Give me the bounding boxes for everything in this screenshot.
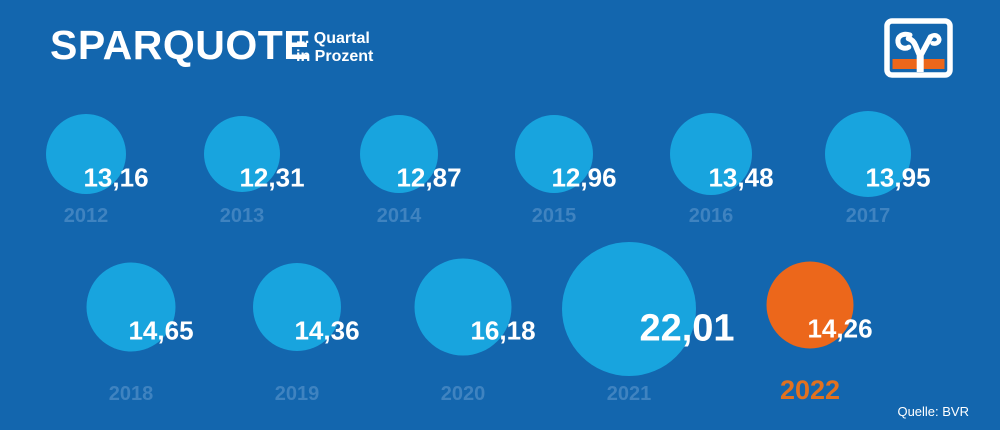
year-label-2017: 2017: [845, 205, 891, 227]
bubble-2013: [204, 116, 280, 192]
bubble-value-2018: 14,65: [128, 315, 194, 346]
bubble-2015: [515, 115, 593, 193]
bubble-value-2016: 13,48: [708, 162, 774, 193]
source-label: Quelle: BVR: [897, 404, 969, 419]
year-label-2016: 2016: [688, 205, 734, 227]
year-label-2018: 2018: [108, 383, 154, 405]
bubble-2021: [562, 242, 696, 376]
year-label-2019: 2019: [274, 383, 320, 405]
bubble-value-2012: 13,16: [83, 162, 149, 193]
page-title: SPARQUOTE: [50, 22, 312, 68]
bubble-2022-highlight: [766, 261, 854, 349]
year-label-2022: 2022: [779, 375, 841, 405]
chart-subtitle: 1. Quartal in Prozent: [296, 30, 373, 66]
year-label-2020: 2020: [440, 383, 486, 405]
year-label-2015: 2015: [531, 205, 577, 227]
bubble-value-2020: 16,18: [470, 315, 536, 346]
bubble-2017: [825, 111, 911, 197]
bubble-value-2015: 12,96: [551, 162, 617, 193]
bubble-2019: [253, 263, 341, 351]
bubble-value-2019: 14,36: [294, 315, 360, 346]
year-label-2013: 2013: [219, 205, 265, 227]
bubble-value-2014: 12,87: [396, 162, 462, 193]
bubble-2020: [414, 258, 512, 356]
bubble-value-2021: 22,01: [639, 307, 735, 350]
subtitle-line-1: 1. Quartal: [296, 30, 370, 47]
bubble-2016: [670, 113, 752, 195]
year-label-2021: 2021: [606, 383, 652, 405]
bubble-2018: [86, 262, 176, 352]
bubble-value-2017: 13,95: [865, 162, 931, 193]
bubble-value-2013: 12,31: [239, 162, 305, 193]
bubble-2014: [360, 115, 438, 193]
year-label-2014: 2014: [376, 205, 422, 227]
bubble-value-2022: 14,26: [807, 313, 873, 344]
year-label-2012: 2012: [63, 205, 109, 227]
vr-bank-logo-icon: [884, 18, 953, 78]
subtitle-line-2: in Prozent: [296, 48, 374, 65]
bubble-2012: [46, 114, 126, 194]
